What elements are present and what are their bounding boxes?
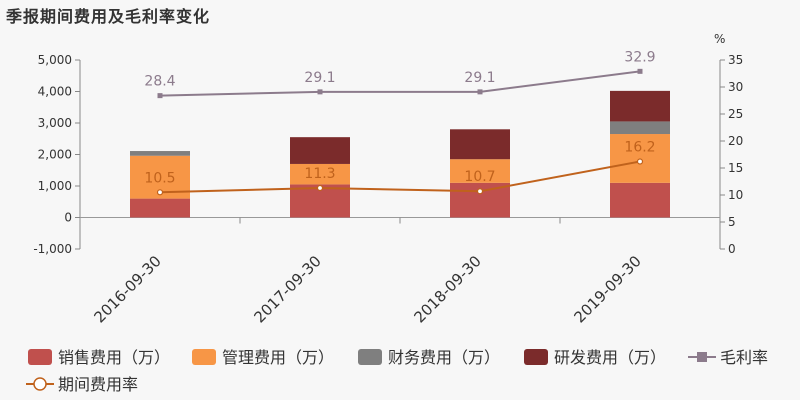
data-label: 29.1 [304,70,335,86]
legend-label: 销售费用（万） [58,348,170,367]
data-label: 29.1 [464,70,495,86]
bar-segment [290,137,350,164]
right-tick-label: 0 [728,242,736,256]
legend-swatch [524,349,548,365]
bar-segment [610,90,670,122]
left-tick-label: 3,000 [38,116,72,130]
x-tick-label: 2018-09-30 [410,252,484,326]
left-tick-label: 1,000 [38,179,72,193]
line-point [636,158,644,165]
bar-segment [130,198,190,218]
data-label: 11.3 [304,166,335,182]
x-tick-label: 2019-09-30 [570,252,644,326]
line-point [156,189,164,196]
legend-marker [697,352,707,362]
bar-segment [450,129,510,160]
right-tick-label: 15 [728,161,743,175]
line-point [157,93,163,99]
legend-label: 财务费用（万） [388,348,500,367]
left-tick-label: 4,000 [38,85,72,99]
right-tick-label: 20 [728,134,743,148]
data-label: 16.2 [624,140,655,156]
legend-swatch [358,349,382,365]
line-point [317,89,323,95]
legend-label: 毛利率 [720,348,768,367]
bar-segment [130,151,190,156]
right-tick-label: 35 [728,53,743,67]
right-tick-label: 10 [728,188,743,202]
chart-title: 季报期间费用及毛利率变化 [6,7,211,26]
legend-swatch [28,349,52,365]
bar-segment [610,182,670,218]
legend-swatch [192,349,216,365]
data-label: 32.9 [624,49,655,65]
right-tick-label: 5 [728,215,736,229]
bar-segment [290,163,350,185]
line-point [476,188,484,195]
data-label: 10.5 [144,170,175,186]
data-label: 28.4 [144,74,175,90]
line-point [477,89,483,95]
legend-marker [33,377,47,391]
bar-segment [610,121,670,135]
bar-segment [450,159,510,183]
x-tick-label: 2016-09-30 [90,252,164,326]
x-tick-label: 2017-09-30 [250,252,324,326]
left-tick-label: -1,000 [33,242,72,256]
line-point [316,184,324,192]
legend-label: 研发费用（万） [554,348,666,367]
left-tick-label: 5,000 [38,53,72,67]
right-axis-unit: % [714,32,725,46]
right-tick-label: 25 [728,107,743,121]
legend-label: 期间费用率 [58,375,138,394]
legend-label: 管理费用（万） [222,348,334,367]
series-line [159,70,641,97]
line-point [637,68,643,74]
data-label: 10.7 [464,169,495,185]
series-line [159,160,641,194]
left-tick-label: 2,000 [38,148,72,162]
right-tick-label: 30 [728,80,743,94]
left-tick-label: 0 [64,211,72,225]
